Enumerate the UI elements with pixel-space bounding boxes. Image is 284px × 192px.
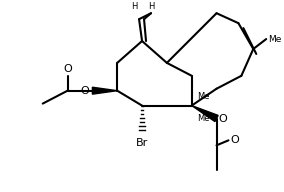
Text: Br: Br [136,138,148,148]
Text: O: O [81,86,89,96]
Text: O: O [218,113,227,123]
Text: O: O [63,64,72,74]
Polygon shape [92,87,117,94]
Text: H: H [131,2,137,11]
Text: Me: Me [268,35,281,44]
Text: H: H [148,2,154,11]
Text: O: O [230,135,239,145]
Text: Me: Me [197,113,209,122]
Polygon shape [192,106,218,122]
Text: Me: Me [197,92,209,101]
